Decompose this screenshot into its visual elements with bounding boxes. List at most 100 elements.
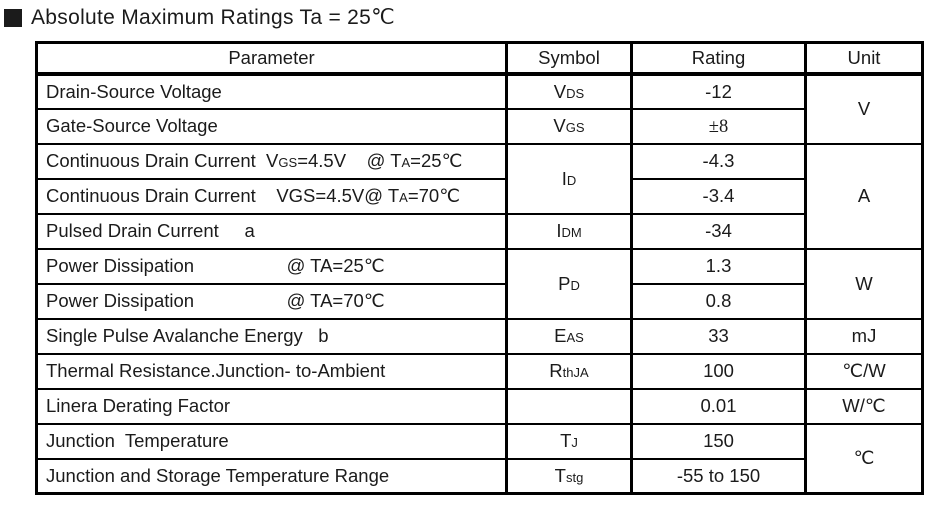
table-row: Power Dissipation @ TA=25℃ PD 1.3 W: [35, 247, 924, 320]
rating-cell: -12: [630, 72, 807, 110]
unit-cell: W/℃: [804, 387, 924, 425]
table-row: Pulsed Drain Current a IDM -34: [35, 212, 923, 250]
cell-text: -3.4: [702, 185, 735, 206]
cell-text: 0.01: [700, 395, 737, 416]
unit-cell: ℃/W: [804, 352, 924, 390]
table-row: Power Dissipation @ TA=70℃ 0.8: [35, 282, 923, 320]
rating-cell: 33: [630, 317, 807, 355]
unit-cell: ℃: [804, 422, 924, 495]
cell-text: Pulsed Drain Current a: [46, 220, 255, 241]
cell-text: Junction Temperature: [46, 430, 229, 451]
cell-text: -34: [705, 220, 732, 241]
symbol-cell: TJ: [505, 422, 633, 460]
subscript-text: AS: [566, 330, 584, 345]
subscript-text: D: [566, 172, 577, 188]
cell-text: -55 to 150: [676, 464, 761, 486]
subscript-text: A: [399, 189, 408, 205]
cell-text: ℃: [864, 396, 886, 417]
subscript-text: J: [571, 435, 578, 450]
subscript-text: DM: [561, 225, 582, 240]
subscript-text: DS: [566, 85, 585, 101]
cell-text: mJ: [851, 325, 877, 346]
subscript-text: GS: [278, 154, 298, 170]
subscript-text: stg: [565, 469, 584, 485]
section-title: Absolute Maximum Ratings Ta = 25℃: [4, 5, 395, 30]
cell-text: Thermal Resistance.Junction- to-Ambient: [46, 360, 386, 381]
param-cell: Power Dissipation @ TA=70℃: [35, 282, 508, 320]
table-row: Junction Temperature TJ 150 ℃: [35, 422, 924, 495]
table-row: Continuous Drain Current VGS=4.5V@ TA=70…: [35, 177, 923, 215]
table-row: Thermal Resistance.Junction- to-Ambient R…: [35, 352, 924, 390]
cell-text: =70: [407, 184, 440, 206]
symbol-cell: RthJA: [505, 352, 633, 390]
param-cell: Continuous Drain Current VGS=4.5V @ TA=2…: [35, 142, 508, 180]
header-rating: Rating: [630, 41, 807, 76]
subscript-text: A: [401, 154, 411, 170]
cell-text: T: [560, 430, 572, 451]
header-parameter: Parameter: [35, 41, 508, 76]
cell-text: ℃: [853, 448, 875, 469]
section-bullet-icon: [4, 8, 22, 27]
unit-cell: W: [804, 247, 924, 320]
param-cell: Pulsed Drain Current a: [35, 212, 508, 250]
cell-text: =4.5V @ T: [297, 149, 402, 171]
cell-text: Gate-Source Voltage: [46, 115, 218, 136]
symbol-cell: ID: [505, 142, 633, 215]
cell-text: Continuous Drain Current VGS=4.5V@ T: [46, 184, 400, 206]
param-cell: Linera Derating Factor: [35, 387, 508, 425]
param-cell: Single Pulse Avalanche Energy b: [35, 317, 508, 355]
cell-text: 100: [703, 360, 734, 381]
rating-cell: 100: [630, 352, 807, 390]
cell-text: ℃: [363, 256, 385, 277]
cell-text: Power Dissipation @ TA=70: [46, 289, 364, 311]
table-row: Junction and Storage Temperature Range Ts…: [35, 457, 923, 495]
param-cell: Junction and Storage Temperature Range: [35, 457, 508, 495]
rating-cell: -34: [630, 212, 807, 250]
rating-cell: 0.01: [630, 387, 807, 425]
rating-cell: -55 to 150: [630, 457, 807, 495]
header-symbol: Symbol: [505, 41, 633, 76]
symbol-cell: EAS: [505, 317, 633, 355]
table-body: Drain-Source Voltage VDS -12 V Gate-Source V…: [35, 72, 924, 495]
header-unit: Unit: [804, 41, 924, 76]
table-row: Gate-Source Voltage VGS ±8: [35, 107, 923, 145]
table-row: Continuous Drain Current VGS=4.5V @ TA=2…: [35, 142, 924, 250]
cell-text: ±8: [708, 116, 729, 137]
rating-cell: ±8: [630, 107, 807, 145]
param-cell: Junction Temperature: [35, 422, 508, 460]
subscript-text: D: [570, 277, 580, 293]
symbol-cell: Tstg: [505, 457, 633, 495]
param-cell: Drain-Source Voltage: [35, 72, 508, 110]
unit-cell: A: [804, 142, 924, 250]
symbol-cell: VGS: [505, 107, 633, 145]
cell-text: -12: [705, 80, 732, 102]
symbol-cell: PD: [505, 247, 633, 320]
table-header: Parameter Symbol Rating Unit: [35, 41, 924, 76]
unit-cell: mJ: [804, 317, 924, 355]
cell-text: V: [553, 115, 566, 136]
cell-text: Drain-Source Voltage: [46, 80, 222, 102]
cell-text: V: [857, 98, 871, 119]
rating-cell: -3.4: [630, 177, 807, 215]
rating-cell: 150: [630, 422, 807, 460]
param-cell: Power Dissipation @ TA=25℃: [35, 247, 508, 285]
param-cell: Gate-Source Voltage: [35, 107, 508, 145]
cell-text: -4.3: [702, 150, 735, 171]
cell-text: 1.3: [705, 255, 732, 276]
table-row: Drain-Source Voltage VDS -12 V: [35, 72, 924, 145]
rating-cell: -4.3: [630, 142, 807, 180]
section-title-text: Absolute Maximum Ratings Ta = 25℃: [31, 6, 396, 29]
cell-text: I: [561, 167, 567, 189]
cell-text: W: [855, 272, 873, 294]
cell-text: 33: [708, 325, 729, 346]
cell-text: ℃: [439, 186, 460, 207]
table-row: Linera Derating Factor 0.01 W/℃: [35, 387, 924, 425]
cell-text: Junction and Storage Temperature Range: [46, 464, 390, 486]
cell-text: Single Pulse Avalanche Energy b: [46, 325, 329, 346]
cell-text: Power Dissipation @ TA=25: [46, 254, 364, 276]
cell-text: Linera Derating Factor: [46, 395, 231, 416]
unit-cell: V: [804, 72, 924, 145]
symbol-cell: VDS: [505, 72, 633, 110]
cell-text: 150: [703, 430, 734, 451]
rating-cell: 0.8: [630, 282, 807, 320]
